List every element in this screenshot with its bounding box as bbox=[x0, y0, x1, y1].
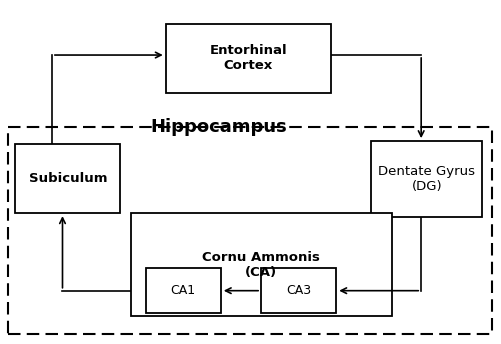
Text: Cornu Ammonis
(CA): Cornu Ammonis (CA) bbox=[202, 251, 319, 279]
Text: Subiculum: Subiculum bbox=[29, 172, 107, 185]
Text: Entorhinal
Cortex: Entorhinal Cortex bbox=[209, 44, 287, 73]
FancyBboxPatch shape bbox=[371, 141, 481, 217]
FancyBboxPatch shape bbox=[130, 213, 391, 316]
Text: CA1: CA1 bbox=[170, 284, 195, 297]
FancyBboxPatch shape bbox=[145, 268, 220, 313]
Text: Hippocampus: Hippocampus bbox=[150, 118, 287, 136]
Text: CA3: CA3 bbox=[286, 284, 311, 297]
FancyBboxPatch shape bbox=[15, 144, 120, 213]
Text: Dentate Gyrus
(DG): Dentate Gyrus (DG) bbox=[377, 165, 474, 193]
FancyBboxPatch shape bbox=[261, 268, 336, 313]
FancyBboxPatch shape bbox=[165, 24, 331, 93]
